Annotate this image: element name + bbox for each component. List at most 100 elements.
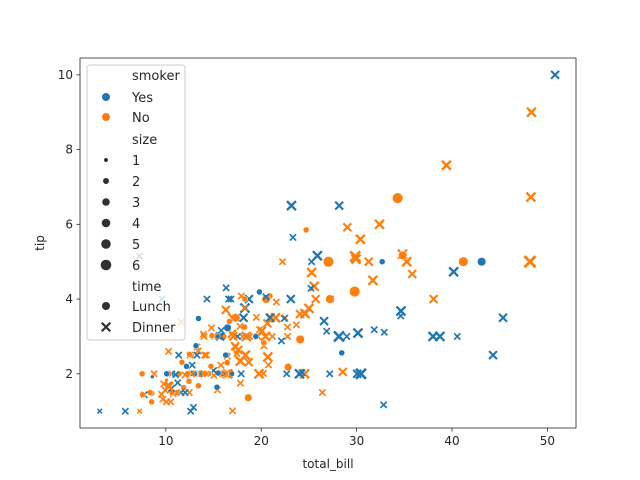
data-point bbox=[374, 218, 385, 230]
data-point bbox=[295, 334, 305, 344]
data-point bbox=[213, 384, 221, 391]
legend-marker-size-1 bbox=[104, 158, 108, 162]
data-point bbox=[312, 250, 323, 262]
y-tick-label: 10 bbox=[58, 68, 73, 82]
data-point bbox=[277, 337, 286, 345]
data-point bbox=[207, 324, 216, 332]
data-point bbox=[289, 233, 297, 242]
data-point bbox=[199, 330, 208, 338]
data-point bbox=[244, 393, 253, 402]
data-point bbox=[261, 294, 271, 304]
data-point bbox=[163, 370, 170, 378]
data-point bbox=[208, 332, 216, 339]
data-point bbox=[237, 370, 245, 378]
legend-label-size-3: 3 bbox=[132, 196, 140, 211]
data-point bbox=[207, 363, 215, 370]
data-point bbox=[260, 331, 271, 342]
data-point bbox=[186, 351, 193, 358]
y-tick-label: 6 bbox=[65, 217, 73, 231]
data-point bbox=[262, 293, 270, 301]
data-point bbox=[256, 288, 263, 296]
data-point bbox=[235, 355, 246, 367]
data-point bbox=[333, 330, 345, 343]
data-point bbox=[398, 250, 408, 260]
data-point bbox=[222, 284, 230, 292]
legend-marker-size-2 bbox=[103, 178, 109, 184]
data-point bbox=[217, 361, 225, 369]
data-point bbox=[458, 256, 469, 267]
data-point bbox=[224, 295, 233, 303]
data-point bbox=[295, 309, 305, 319]
data-point bbox=[157, 390, 166, 399]
data-point bbox=[302, 226, 310, 234]
data-point bbox=[441, 159, 452, 171]
data-point bbox=[428, 294, 439, 304]
data-point bbox=[268, 332, 277, 341]
data-point bbox=[200, 351, 209, 359]
legend-label-lunch: Lunch bbox=[132, 300, 171, 315]
data-point bbox=[96, 408, 103, 414]
data-point bbox=[264, 361, 273, 369]
data-point bbox=[185, 378, 193, 385]
legend-label-size-2: 2 bbox=[132, 175, 140, 190]
data-point bbox=[222, 351, 229, 359]
data-point bbox=[192, 342, 200, 350]
data-point bbox=[138, 370, 146, 378]
data-point bbox=[233, 349, 241, 358]
data-point bbox=[178, 358, 186, 366]
legend-marker-size-3 bbox=[102, 198, 110, 206]
data-point bbox=[252, 333, 260, 340]
data-point bbox=[334, 200, 344, 211]
data-point bbox=[343, 332, 351, 341]
data-point bbox=[233, 314, 241, 321]
legend-title-size: size bbox=[132, 133, 157, 148]
data-point bbox=[195, 315, 202, 322]
x-tick-label: 10 bbox=[158, 434, 173, 448]
data-point bbox=[325, 294, 335, 304]
data-point bbox=[203, 295, 211, 303]
data-point bbox=[364, 256, 374, 267]
data-point bbox=[278, 257, 287, 266]
data-point bbox=[240, 304, 249, 312]
data-point bbox=[397, 312, 405, 320]
data-point bbox=[253, 368, 265, 380]
legend-marker-yes bbox=[102, 93, 110, 101]
data-point bbox=[526, 106, 537, 118]
legend-marker-no bbox=[102, 113, 110, 121]
legend-title-smoker: smoker bbox=[132, 69, 180, 84]
data-point bbox=[550, 70, 560, 80]
data-point bbox=[148, 398, 155, 406]
data-point bbox=[448, 266, 459, 278]
data-point bbox=[498, 313, 508, 323]
data-point bbox=[136, 408, 143, 414]
data-point bbox=[221, 305, 231, 315]
data-point bbox=[322, 327, 331, 335]
data-point bbox=[349, 286, 361, 298]
legend-marker-size-4 bbox=[101, 218, 111, 228]
legend-marker-dinner bbox=[100, 321, 112, 333]
data-point bbox=[238, 313, 249, 323]
data-point bbox=[146, 389, 154, 396]
legend-label-yes: Yes bbox=[131, 91, 153, 106]
legend: smoker Yes No size 1 2 3 4 5 6 time Lunc… bbox=[86, 64, 186, 341]
ticks-layer: 10 20 30 40 50 2 4 6 8 10 bbox=[58, 68, 555, 448]
x-tick-label: 40 bbox=[444, 434, 459, 448]
data-point bbox=[236, 379, 245, 387]
data-point bbox=[236, 322, 244, 331]
data-point bbox=[160, 380, 168, 388]
data-point bbox=[183, 363, 190, 370]
data-point bbox=[326, 370, 334, 378]
data-point bbox=[237, 292, 246, 300]
data-point bbox=[319, 316, 329, 326]
data-point bbox=[342, 222, 353, 233]
data-point bbox=[378, 258, 386, 265]
data-point bbox=[186, 407, 195, 415]
data-point bbox=[210, 371, 218, 380]
data-point bbox=[392, 192, 404, 204]
legend-marker-size-6 bbox=[100, 259, 112, 271]
data-point bbox=[150, 374, 155, 380]
points-layer bbox=[96, 70, 560, 415]
axes-frame bbox=[79, 57, 577, 429]
data-point bbox=[286, 294, 296, 304]
